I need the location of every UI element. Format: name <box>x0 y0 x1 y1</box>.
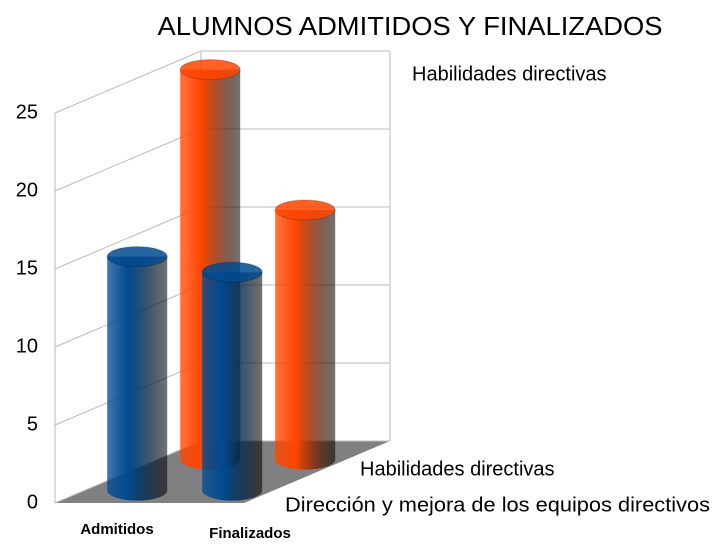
legend-entry: Habilidades directivas <box>412 63 607 85</box>
depth-label: Habilidades directivas <box>360 458 555 480</box>
y-tick-label: 10 <box>16 335 38 357</box>
chart-title: ALUMNOS ADMITIDOS Y FINALIZADOS <box>158 11 663 41</box>
y-tick-label: 25 <box>16 101 38 123</box>
y-tick-label: 0 <box>27 491 38 513</box>
x-tick-label: Finalizados <box>209 525 291 542</box>
x-tick-label: Admitidos <box>80 521 153 538</box>
bar <box>274 199 336 470</box>
bar <box>201 261 263 501</box>
y-tick-label: 15 <box>16 257 38 279</box>
y-tick-label: 20 <box>16 179 38 201</box>
depth-label: Dirección y mejora de los equipos direct… <box>285 494 710 516</box>
bar <box>106 246 168 501</box>
y-tick-label: 5 <box>27 413 38 435</box>
grid-line <box>54 50 390 114</box>
